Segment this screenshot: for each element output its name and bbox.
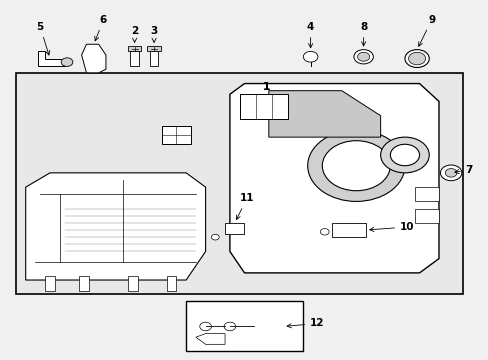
Circle shape bbox=[445, 168, 456, 177]
Ellipse shape bbox=[353, 50, 372, 64]
Circle shape bbox=[389, 144, 419, 166]
Circle shape bbox=[61, 58, 73, 66]
FancyBboxPatch shape bbox=[16, 73, 462, 294]
Polygon shape bbox=[196, 334, 224, 344]
Bar bbox=[414, 208, 438, 223]
Ellipse shape bbox=[408, 52, 425, 65]
Circle shape bbox=[322, 141, 389, 191]
Bar bbox=[239, 94, 287, 119]
Bar bbox=[127, 46, 141, 51]
Bar bbox=[162, 126, 191, 144]
Circle shape bbox=[200, 322, 211, 331]
Ellipse shape bbox=[357, 52, 369, 61]
Bar bbox=[331, 223, 366, 237]
Text: 2: 2 bbox=[131, 26, 138, 42]
Bar bbox=[166, 276, 176, 291]
Circle shape bbox=[440, 165, 461, 181]
Bar bbox=[224, 223, 244, 234]
Bar bbox=[147, 46, 161, 51]
FancyBboxPatch shape bbox=[186, 301, 302, 351]
Bar bbox=[130, 51, 139, 66]
Bar bbox=[149, 51, 158, 66]
Circle shape bbox=[303, 51, 317, 62]
Text: 11: 11 bbox=[236, 193, 254, 220]
Text: 1: 1 bbox=[262, 82, 269, 93]
Text: 7: 7 bbox=[454, 165, 472, 175]
Ellipse shape bbox=[404, 50, 428, 67]
Bar bbox=[79, 276, 89, 291]
Text: 4: 4 bbox=[306, 22, 314, 48]
Bar bbox=[414, 187, 438, 202]
Polygon shape bbox=[38, 51, 64, 66]
Text: 5: 5 bbox=[37, 22, 50, 55]
Text: 12: 12 bbox=[286, 319, 324, 328]
Text: 1: 1 bbox=[262, 82, 269, 93]
Circle shape bbox=[320, 229, 328, 235]
Circle shape bbox=[211, 234, 219, 240]
Text: 6: 6 bbox=[95, 15, 107, 41]
Polygon shape bbox=[229, 84, 438, 273]
Bar bbox=[45, 276, 55, 291]
Text: 9: 9 bbox=[418, 15, 434, 46]
Text: 3: 3 bbox=[150, 26, 157, 42]
Bar bbox=[127, 276, 137, 291]
Polygon shape bbox=[268, 91, 380, 137]
Text: 10: 10 bbox=[369, 222, 414, 232]
Text: 8: 8 bbox=[359, 22, 366, 46]
Circle shape bbox=[224, 322, 235, 331]
Circle shape bbox=[307, 130, 404, 202]
Circle shape bbox=[380, 137, 428, 173]
Polygon shape bbox=[26, 173, 205, 280]
Polygon shape bbox=[81, 44, 106, 73]
